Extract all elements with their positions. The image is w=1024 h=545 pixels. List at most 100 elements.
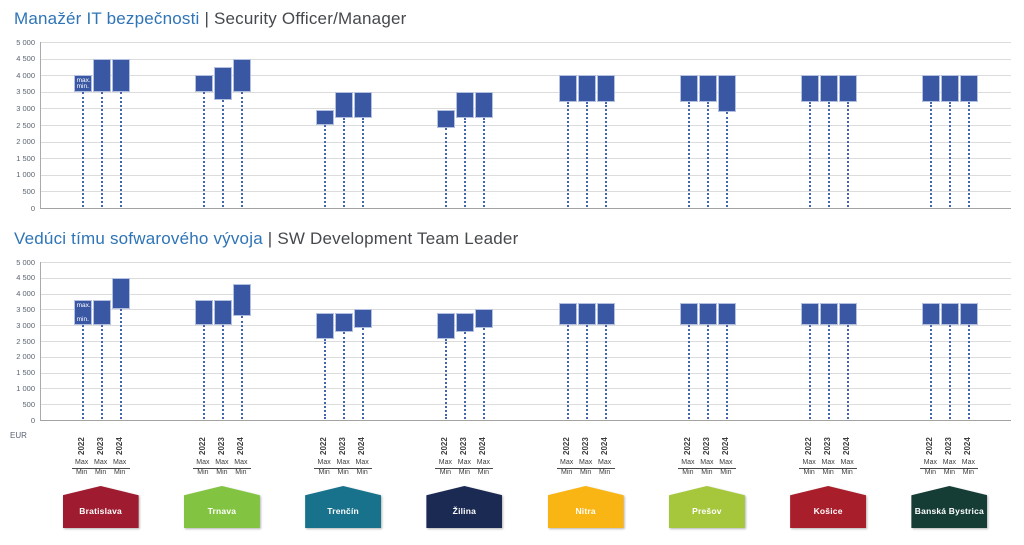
y-axis-tick-label: 2 500	[16, 120, 35, 130]
salary-range-bar-trnava-2023	[213, 299, 232, 326]
gridline	[41, 388, 1011, 390]
gridline	[41, 75, 1011, 77]
min-drop-line	[100, 91, 103, 207]
y-axis-tick-label: 1 500	[16, 368, 35, 378]
bar-min-inline-label: min.	[76, 82, 89, 90]
max-min-label: Max Min	[799, 459, 820, 477]
min-drop-line	[240, 91, 243, 207]
min-label: Min	[560, 468, 573, 476]
min-drop-line	[221, 325, 224, 419]
salary-range-bar-ilina-2023	[456, 91, 475, 119]
max-label: Max	[696, 459, 717, 469]
chart2-title: Vedúci tímu sofwarového vývoja | SW Deve…	[14, 229, 518, 249]
max-label: Max	[435, 459, 456, 469]
y-axis-tick-label: 3 000	[16, 103, 35, 113]
gridline	[41, 191, 1011, 193]
min-label: Min	[720, 468, 732, 476]
salary-range-bar-koice-2022	[801, 303, 820, 326]
min-drop-line	[445, 128, 448, 207]
min-label: Min	[962, 468, 975, 476]
y-axis-tick-label: 2 000	[16, 352, 35, 362]
y-axis-tick-label: 0	[30, 415, 35, 425]
chart1-title: Manažér IT bezpečnosti | Security Office…	[14, 9, 407, 29]
max-label: Max	[333, 459, 354, 469]
y-axis-tick-label: 5 000	[16, 257, 35, 267]
min-label: Min	[943, 468, 956, 476]
salary-range-bar-koice-2024	[839, 303, 858, 326]
min-drop-line	[847, 101, 850, 207]
min-drop-line	[119, 91, 122, 207]
max-min-label: Max Min	[211, 459, 232, 477]
salary-range-bar-ilina-2022	[437, 110, 456, 129]
salary-range-bar-banskbystrica-2023	[941, 303, 960, 326]
year-label: 2024	[478, 437, 488, 455]
year-label: 2022	[804, 437, 814, 455]
year-label: 2022	[197, 437, 207, 455]
min-label: Min	[477, 468, 490, 476]
city-badge-nitra: Nitra	[547, 486, 624, 528]
gridline	[41, 356, 1011, 358]
gridline	[41, 277, 1011, 279]
city-badge-label: Trnava	[207, 506, 237, 516]
min-drop-line	[464, 118, 467, 207]
year-label: 2024	[720, 437, 730, 455]
max-label: Max	[211, 459, 232, 469]
gridline	[41, 141, 1011, 143]
salary-range-bar-trenn-2022	[316, 110, 335, 125]
min-label: Min	[841, 468, 853, 476]
gridline	[41, 341, 1011, 342]
salary-range-bar-preov-2024	[717, 75, 736, 112]
max-min-label: Max Min	[192, 459, 213, 477]
min-drop-line	[324, 339, 327, 419]
min-drop-line	[445, 339, 448, 419]
min-drop-line	[100, 325, 103, 419]
salary-range-bar-preov-2023	[698, 75, 717, 102]
gridline	[41, 91, 1011, 93]
min-drop-line	[585, 101, 588, 207]
max-min-label: Max Min	[352, 459, 373, 477]
min-drop-line	[949, 325, 952, 419]
max-min-label: Max Min	[230, 459, 251, 477]
salary-range-bar-trnava-2022	[194, 299, 213, 326]
salary-range-bar-bratislava-2022: max. min.	[73, 299, 92, 326]
title-separator: |	[262, 229, 278, 248]
salary-range-bar-trenn-2023	[335, 91, 354, 119]
year-label: 2022	[561, 437, 571, 455]
max-label: Max	[192, 459, 213, 469]
salary-range-bar-trenn-2024	[354, 91, 373, 119]
salary-range-bar-ilina-2024	[475, 309, 494, 329]
city-badge-label: Žilina	[452, 506, 477, 516]
y-axis-tick-label: 3 000	[16, 320, 35, 330]
max-min-label: Max Min	[71, 459, 92, 477]
max-min-label: Max Min	[958, 459, 979, 477]
chart1-title-slovak: Manažér IT bezpečnosti	[14, 9, 200, 28]
max-label: Max	[818, 459, 839, 469]
year-label: 2023	[459, 437, 469, 455]
min-drop-line	[706, 325, 709, 419]
year-label: 2022	[440, 437, 450, 455]
bar-max-inline-label: max.	[76, 301, 91, 309]
max-label: Max	[90, 459, 111, 469]
salary-range-bar-banskbystrica-2024	[960, 303, 979, 326]
salary-range-bar-nitra-2024	[596, 303, 615, 326]
min-drop-line	[240, 315, 243, 419]
chart2-title-english: SW Development Team Leader	[277, 229, 519, 248]
max-min-label: Max Min	[594, 459, 615, 477]
salary-range-bar-trnava-2022	[194, 75, 213, 92]
max-min-label: Max Min	[109, 459, 130, 477]
gridline	[41, 42, 1011, 43]
max-min-label: Max Min	[314, 459, 335, 477]
min-label: Min	[318, 468, 330, 476]
min-label: Min	[94, 468, 107, 476]
min-label: Min	[235, 468, 247, 476]
gridline	[41, 262, 1011, 263]
gridline	[41, 174, 1011, 176]
min-label: Min	[216, 468, 228, 476]
max-label: Max	[939, 459, 960, 469]
max-min-label: Max Min	[454, 459, 475, 477]
max-label: Max	[920, 459, 941, 469]
year-label: 2024	[842, 437, 852, 455]
min-label: Min	[75, 468, 88, 476]
min-label: Min	[822, 468, 834, 476]
